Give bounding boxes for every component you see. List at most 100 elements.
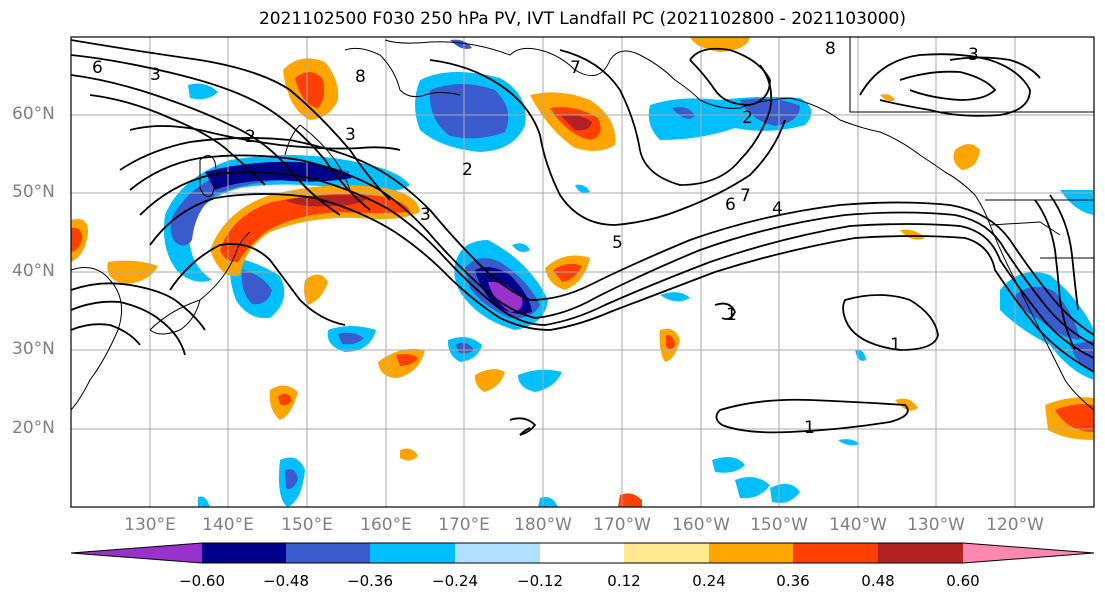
shade-region: [198, 496, 210, 507]
shade-region: [285, 469, 298, 489]
shade-region: [429, 84, 509, 139]
shade-region: [474, 369, 505, 392]
colorbar-tick-label: 0.12: [607, 572, 641, 590]
colorbar-segment: [709, 543, 794, 563]
shade-region: [618, 493, 642, 507]
contour-label: 2: [742, 108, 753, 128]
shade-region: [712, 456, 745, 473]
colorbar-segment: [540, 543, 625, 563]
shade-region: [690, 37, 750, 52]
colorbar-segment: [71, 543, 202, 563]
contour-label: 6: [725, 195, 736, 215]
contour-label: 8: [825, 39, 836, 59]
map-frame: [70, 36, 1095, 508]
shade-region: [295, 72, 325, 108]
shaded-field: [71, 37, 1094, 507]
shade-region: [396, 354, 418, 366]
shade-region: [666, 334, 675, 349]
contour-label: 1: [890, 335, 901, 355]
shade-region: [560, 114, 592, 131]
contours: [71, 39, 1094, 436]
shade-region: [205, 161, 352, 190]
contour-label: 3: [968, 45, 979, 65]
shade-region: [400, 448, 418, 461]
colorbar-tick-label: 0.24: [692, 572, 726, 590]
shade-region: [518, 369, 562, 392]
shade-region: [1055, 404, 1094, 432]
shade-region: [855, 349, 866, 361]
lon-label: 120°W: [986, 515, 1044, 535]
shade-region: [838, 439, 860, 446]
figure-title: 2021102500 F030 250 hPa PV, IVT Landfall…: [258, 9, 906, 29]
lat-label: 50°N: [12, 182, 55, 202]
lon-label: 160°W: [672, 515, 730, 535]
contour-label: 1: [804, 418, 815, 438]
colorbar-segment: [793, 543, 878, 563]
colorbar-tick-label: −0.24: [432, 572, 478, 590]
contour-label: 3: [150, 65, 161, 85]
contour-label: 5: [612, 233, 623, 253]
contour-label: 8: [355, 67, 366, 87]
lon-label: 160°E: [360, 515, 412, 535]
colorbar-tick-label: −0.48: [263, 572, 309, 590]
colorbar-segment: [624, 543, 709, 563]
shade-region: [304, 274, 328, 305]
lon-label: 170°W: [593, 515, 651, 535]
shade-region: [553, 263, 582, 282]
shade-region: [220, 194, 410, 262]
colorbar-tick-label: 0.36: [776, 572, 810, 590]
shade-region: [188, 83, 218, 100]
lat-label: 20°N: [12, 418, 55, 438]
shade-region: [278, 393, 292, 406]
lat-label: 40°N: [12, 261, 55, 281]
colorbar-segment: [202, 543, 287, 563]
lon-label: 140°W: [829, 515, 887, 535]
colorbar-tick-label: −0.60: [179, 572, 225, 590]
lat-label: 30°N: [12, 339, 55, 359]
colorbar-segment: [963, 543, 1094, 563]
colorbar-tick-label: 0.48: [861, 572, 895, 590]
colorbar-segment: [286, 543, 371, 563]
shade-region: [880, 94, 895, 102]
contour-label: 7: [740, 186, 751, 206]
shade-region: [488, 281, 523, 312]
contour-label: 1: [726, 305, 737, 325]
shade-region: [1015, 286, 1080, 340]
colorbar-tick-label: −0.36: [347, 572, 393, 590]
lon-label: 180°W: [514, 515, 572, 535]
shade-region: [512, 243, 530, 253]
shade-region: [338, 332, 364, 345]
colorbar: [70, 542, 1095, 564]
lon-label: 150°W: [750, 515, 808, 535]
lat-label: 60°N: [12, 104, 55, 124]
shade-region: [900, 229, 925, 240]
lon-label: 150°E: [281, 515, 333, 535]
shade-region: [672, 107, 695, 119]
colorbar-segment: [455, 543, 540, 563]
contour-label: 6: [92, 58, 103, 78]
contour-label: 3: [420, 205, 431, 225]
shade-region: [770, 483, 800, 503]
contour-label: 3: [345, 125, 356, 145]
shade-region: [735, 476, 770, 499]
contour-label: 2: [462, 160, 473, 180]
colorbar-segment: [878, 543, 963, 563]
shade-region: [575, 184, 590, 194]
shade-region: [660, 292, 690, 302]
gridlines: [71, 37, 1094, 507]
contour-label: 4: [772, 199, 783, 219]
colorbar-segment: [370, 543, 455, 563]
shade-region: [953, 144, 980, 170]
colorbar-tick-label: −0.12: [517, 572, 563, 590]
lon-label: 130°W: [907, 515, 965, 535]
lon-label: 130°E: [124, 515, 176, 535]
contour-label: 2: [245, 127, 256, 147]
contour-labels: 6 3 2 8 7 2 3 8 3 2 3 7 6 4 5 1 1 1: [92, 39, 979, 438]
colorbar-outline: [70, 542, 1095, 564]
shade-region: [1060, 190, 1094, 215]
contour-label: 7: [570, 58, 581, 78]
shade-region: [71, 227, 82, 252]
lon-label: 140°E: [202, 515, 254, 535]
shade-region: [538, 497, 558, 507]
